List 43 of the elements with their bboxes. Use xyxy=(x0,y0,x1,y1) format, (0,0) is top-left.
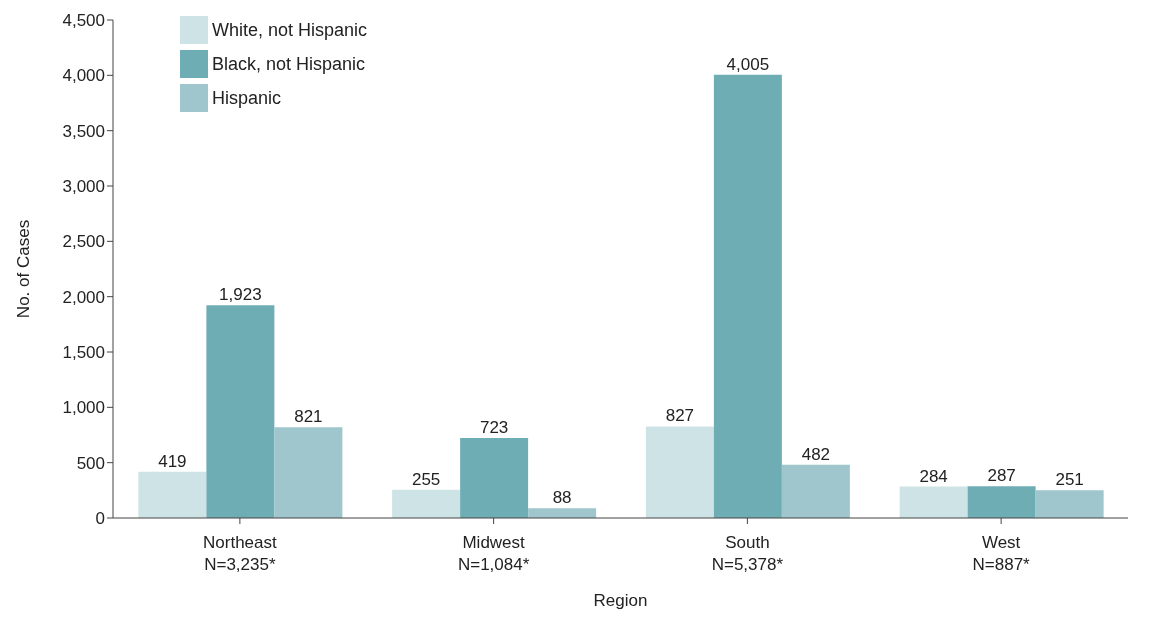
y-axis-title: No. of Cases xyxy=(14,219,34,319)
bar xyxy=(460,437,529,518)
data-label: 723 xyxy=(479,417,509,437)
data-label: 4,005 xyxy=(726,54,770,74)
legend-label: Black, not Hispanic xyxy=(212,53,366,75)
y-tick-label: 1,500 xyxy=(62,343,105,363)
bar xyxy=(781,464,850,518)
x-tick-label: West N=887* xyxy=(972,533,1031,574)
bar xyxy=(206,305,275,518)
data-label: 1,923 xyxy=(219,285,262,305)
y-tick-label: 3,500 xyxy=(62,121,105,141)
x-axis-title: Region xyxy=(593,591,648,610)
bar xyxy=(899,486,968,518)
y-tick-label: 0 xyxy=(95,509,105,529)
data-label: 251 xyxy=(1055,470,1084,490)
bar xyxy=(713,74,782,518)
legend-label: Hispanic xyxy=(212,87,282,109)
x-tick-label: South N=5,378* xyxy=(711,533,784,574)
data-label: 284 xyxy=(919,466,948,486)
y-tick-label: 2,000 xyxy=(62,287,105,307)
y-tick-label: 4,500 xyxy=(62,11,105,31)
bar xyxy=(645,426,714,518)
bar xyxy=(274,427,343,518)
legend-label: White, not Hispanic xyxy=(212,19,368,41)
data-label: 827 xyxy=(665,406,695,426)
data-label: 88 xyxy=(552,488,572,508)
data-label: 287 xyxy=(987,466,1016,486)
bar xyxy=(528,508,597,518)
y-tick-label: 1,000 xyxy=(62,398,105,418)
data-label: 255 xyxy=(411,469,441,489)
bar xyxy=(392,489,461,518)
x-tick-label: Midwest N=1,084* xyxy=(457,533,530,574)
data-label: 821 xyxy=(294,407,323,427)
bar xyxy=(967,486,1036,518)
x-tick-label: Northeast N=3,235* xyxy=(203,533,277,574)
y-tick-label: 3,000 xyxy=(62,177,105,197)
data-label: 482 xyxy=(801,444,831,464)
bar xyxy=(1035,490,1104,518)
y-tick-label: 4,000 xyxy=(62,66,105,86)
y-tick-label: 500 xyxy=(76,453,105,473)
bar xyxy=(138,471,207,518)
y-tick-label: 2,500 xyxy=(62,232,105,252)
data-label: 419 xyxy=(158,451,187,471)
